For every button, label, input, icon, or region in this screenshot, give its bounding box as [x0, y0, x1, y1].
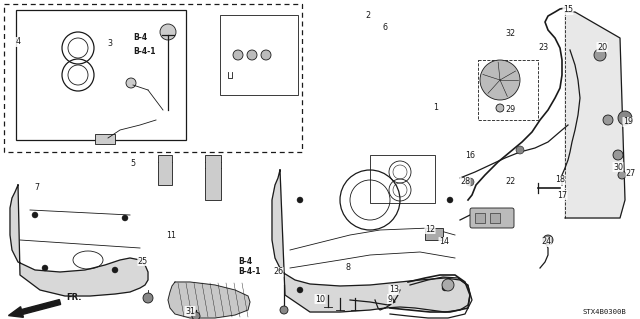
Circle shape — [126, 78, 136, 88]
Text: B-4: B-4 — [238, 257, 252, 266]
Bar — [16, 10, 186, 140]
FancyArrow shape — [8, 300, 61, 317]
Text: B-4-1: B-4-1 — [238, 268, 260, 277]
Text: 17: 17 — [557, 190, 567, 199]
Circle shape — [618, 111, 632, 125]
Bar — [425, 228, 443, 240]
Text: 14: 14 — [439, 238, 449, 247]
Bar — [220, 15, 298, 95]
Text: 32: 32 — [505, 29, 515, 39]
Text: 30: 30 — [613, 162, 623, 172]
Text: 20: 20 — [597, 42, 607, 51]
Text: B-4: B-4 — [133, 33, 147, 42]
Circle shape — [192, 312, 200, 319]
Circle shape — [480, 60, 520, 100]
Text: 31: 31 — [185, 307, 195, 315]
Bar — [370, 155, 435, 203]
Circle shape — [233, 50, 243, 60]
Text: 8: 8 — [346, 263, 351, 272]
Circle shape — [32, 212, 38, 218]
Text: 24: 24 — [541, 238, 551, 247]
Circle shape — [143, 293, 153, 303]
Circle shape — [280, 306, 288, 314]
Text: 1: 1 — [433, 103, 438, 113]
Polygon shape — [10, 185, 148, 296]
Circle shape — [613, 150, 623, 160]
Text: 6: 6 — [383, 23, 387, 32]
Circle shape — [594, 49, 606, 61]
Text: 27: 27 — [626, 168, 636, 177]
Circle shape — [122, 215, 128, 221]
Text: 15: 15 — [563, 5, 573, 14]
Polygon shape — [565, 12, 625, 218]
Text: 2: 2 — [365, 11, 371, 19]
Bar — [490, 213, 500, 223]
Text: 28: 28 — [460, 177, 470, 187]
Text: B-4-1: B-4-1 — [133, 48, 156, 56]
Circle shape — [247, 50, 257, 60]
Circle shape — [618, 171, 626, 179]
Circle shape — [442, 279, 454, 291]
Text: 25: 25 — [138, 256, 148, 265]
Polygon shape — [272, 170, 470, 312]
Bar — [478, 60, 538, 120]
Circle shape — [442, 285, 448, 291]
Bar — [205, 155, 221, 200]
Text: 18: 18 — [555, 175, 565, 184]
Text: 3: 3 — [108, 39, 113, 48]
Text: 12: 12 — [425, 225, 435, 234]
Circle shape — [543, 235, 553, 245]
Text: FR.: FR. — [66, 293, 81, 302]
FancyBboxPatch shape — [470, 208, 514, 228]
Text: 4: 4 — [15, 38, 20, 47]
Polygon shape — [168, 282, 250, 318]
Text: 22: 22 — [505, 176, 515, 186]
Text: STX4B0300B: STX4B0300B — [582, 309, 626, 315]
Text: 13: 13 — [389, 286, 399, 294]
Text: 10: 10 — [315, 294, 325, 303]
Text: 5: 5 — [131, 159, 136, 167]
Bar — [95, 134, 115, 144]
Circle shape — [496, 104, 504, 112]
Bar — [4, 4, 302, 152]
Circle shape — [447, 197, 453, 203]
Bar — [158, 155, 172, 185]
Text: 11: 11 — [166, 232, 176, 241]
Text: 23: 23 — [538, 42, 548, 51]
Circle shape — [297, 197, 303, 203]
Circle shape — [516, 146, 524, 154]
Text: 29: 29 — [505, 106, 515, 115]
Bar — [475, 213, 485, 223]
Circle shape — [603, 115, 613, 125]
Circle shape — [261, 50, 271, 60]
Circle shape — [466, 178, 474, 186]
Text: 26: 26 — [273, 268, 283, 277]
Circle shape — [112, 267, 118, 273]
Text: 19: 19 — [623, 117, 633, 127]
Circle shape — [42, 265, 48, 271]
Text: 9: 9 — [387, 294, 392, 303]
Text: 7: 7 — [35, 183, 40, 192]
Circle shape — [297, 287, 303, 293]
Circle shape — [160, 24, 176, 40]
Text: 16: 16 — [465, 151, 475, 160]
